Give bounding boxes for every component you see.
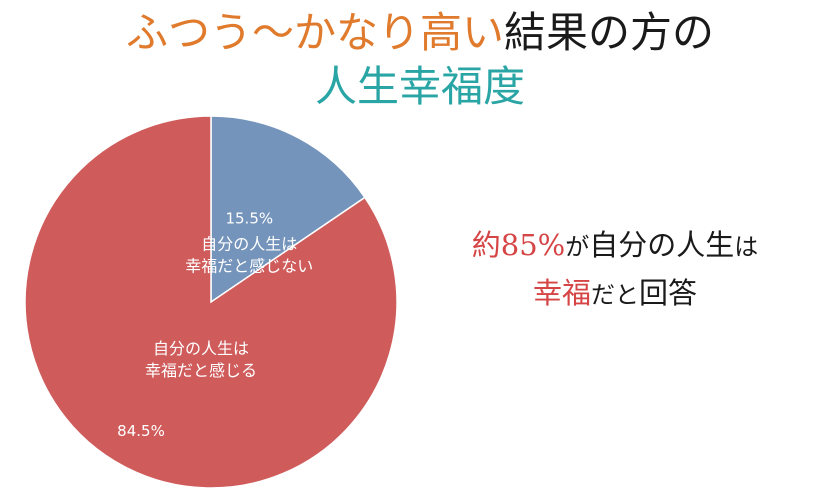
title-line-1: ふつう〜かなり高い結果の方の <box>0 6 840 60</box>
note-particle-ga: が <box>565 233 590 261</box>
note-kaitou: 回答 <box>639 276 698 310</box>
note-percent: 約85% <box>471 228 566 262</box>
pie-slice-label-1-line-1: 幸福だと感じる <box>145 361 257 380</box>
note-line-2: 幸福だと回答 <box>425 270 805 318</box>
pie-slice-1 <box>24 115 398 489</box>
note-line-1: 約85%が自分の人生は <box>425 222 805 270</box>
pie-slice-0 <box>210 115 366 304</box>
summary-note: 約85%が自分の人生は 幸福だと回答 <box>425 222 805 318</box>
title-highlight: ふつう〜かなり高い <box>125 8 504 57</box>
note-jinsei: 自分の人生 <box>589 228 735 262</box>
note-koufuku: 幸福 <box>532 276 591 310</box>
pie-slice-label-0-line-0: 自分の人生は <box>201 235 297 254</box>
title-line-2: 人生幸福度 <box>314 62 525 111</box>
note-particle-wa: は <box>734 233 759 261</box>
pie-slice-label-0-line-1: 幸福だと感じない <box>185 257 313 276</box>
title-rest: 結果の方の <box>504 8 715 57</box>
chart-title: ふつう〜かなり高い結果の方の 人生幸福度 <box>0 6 840 114</box>
pie-value-label-0: 15.5% <box>225 210 273 228</box>
pie-slice-label-1-line-0: 自分の人生は <box>153 339 249 358</box>
note-particle-dato: だと <box>591 281 639 309</box>
pie-value-label-1: 84.5% <box>117 422 165 440</box>
